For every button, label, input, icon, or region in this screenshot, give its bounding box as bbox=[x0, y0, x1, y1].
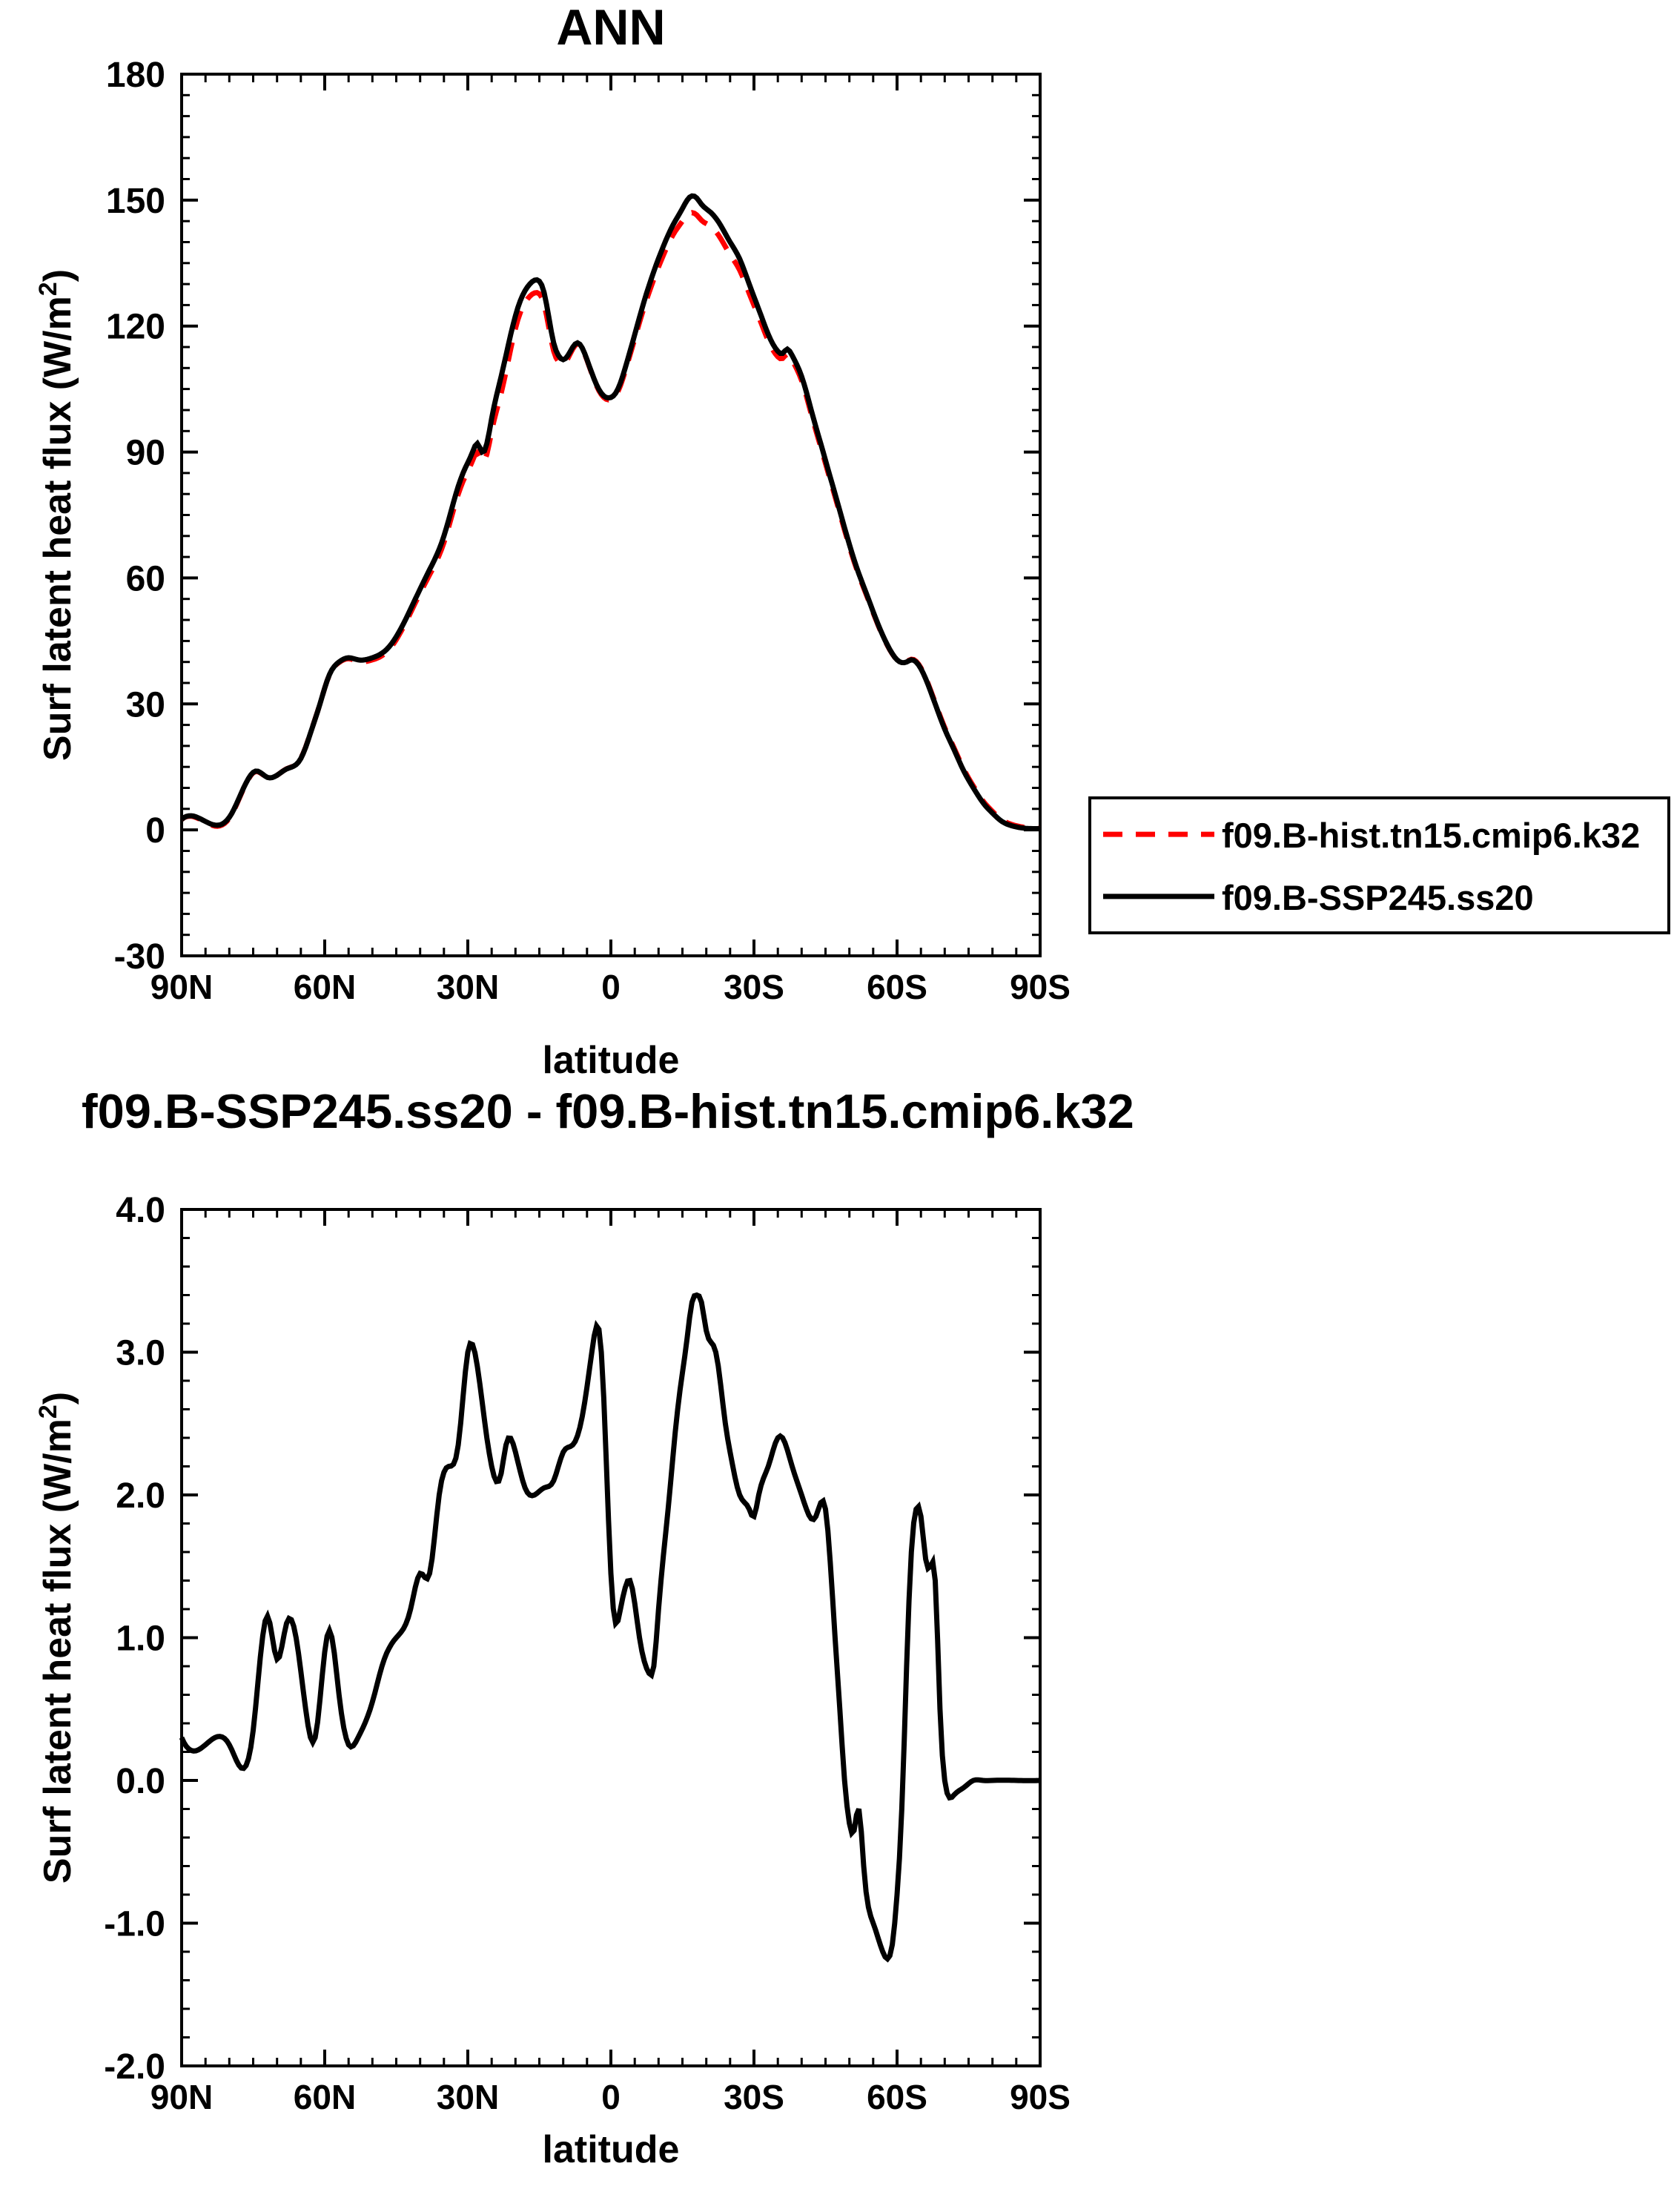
svg-text:90N: 90N bbox=[150, 968, 213, 1006]
svg-text:90N: 90N bbox=[150, 2078, 213, 2116]
svg-text:2.0: 2.0 bbox=[116, 1476, 165, 1516]
svg-text:120: 120 bbox=[106, 308, 165, 347]
svg-text:latitude: latitude bbox=[543, 1039, 680, 1082]
svg-text:60S: 60S bbox=[867, 968, 927, 1006]
svg-text:1.0: 1.0 bbox=[116, 1620, 165, 1659]
svg-text:f09.B-SSP245.ss20: f09.B-SSP245.ss20 bbox=[1222, 878, 1534, 917]
svg-text:f09.B-SSP245.ss20 - f09.B-hist: f09.B-SSP245.ss20 - f09.B-hist.tn15.cmip… bbox=[82, 1084, 1134, 1138]
svg-text:3.0: 3.0 bbox=[116, 1334, 165, 1373]
svg-text:30N: 30N bbox=[437, 2078, 499, 2116]
svg-text:60: 60 bbox=[126, 559, 165, 598]
svg-text:0: 0 bbox=[145, 811, 165, 851]
svg-text:0: 0 bbox=[601, 968, 621, 1006]
svg-text:90S: 90S bbox=[1010, 2078, 1071, 2116]
svg-text:Surf latent heat flux (W/m2): Surf latent heat flux (W/m2) bbox=[34, 269, 79, 761]
svg-text:Surf latent heat flux (W/m2): Surf latent heat flux (W/m2) bbox=[34, 1392, 79, 1883]
svg-text:150: 150 bbox=[106, 182, 165, 221]
svg-text:30S: 30S bbox=[724, 968, 784, 1006]
svg-text:60S: 60S bbox=[867, 2078, 927, 2116]
svg-text:90S: 90S bbox=[1010, 968, 1071, 1006]
svg-text:30N: 30N bbox=[437, 968, 499, 1006]
svg-text:60N: 60N bbox=[294, 968, 356, 1006]
svg-text:ANN: ANN bbox=[556, 0, 665, 56]
svg-text:180: 180 bbox=[106, 56, 165, 95]
svg-text:30: 30 bbox=[126, 685, 165, 724]
svg-text:60N: 60N bbox=[294, 2078, 356, 2116]
svg-text:f09.B-hist.tn15.cmip6.k32: f09.B-hist.tn15.cmip6.k32 bbox=[1222, 816, 1640, 855]
svg-text:30S: 30S bbox=[724, 2078, 784, 2116]
svg-text:4.0: 4.0 bbox=[116, 1191, 165, 1230]
svg-text:latitude: latitude bbox=[543, 2128, 680, 2171]
svg-text:90: 90 bbox=[126, 434, 165, 473]
svg-text:0.0: 0.0 bbox=[116, 1762, 165, 1801]
svg-text:0: 0 bbox=[601, 2078, 621, 2116]
svg-text:-1.0: -1.0 bbox=[104, 1905, 165, 1944]
